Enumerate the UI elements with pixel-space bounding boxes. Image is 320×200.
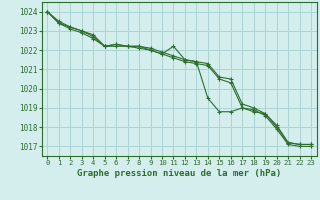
X-axis label: Graphe pression niveau de la mer (hPa): Graphe pression niveau de la mer (hPa) [77,169,281,178]
